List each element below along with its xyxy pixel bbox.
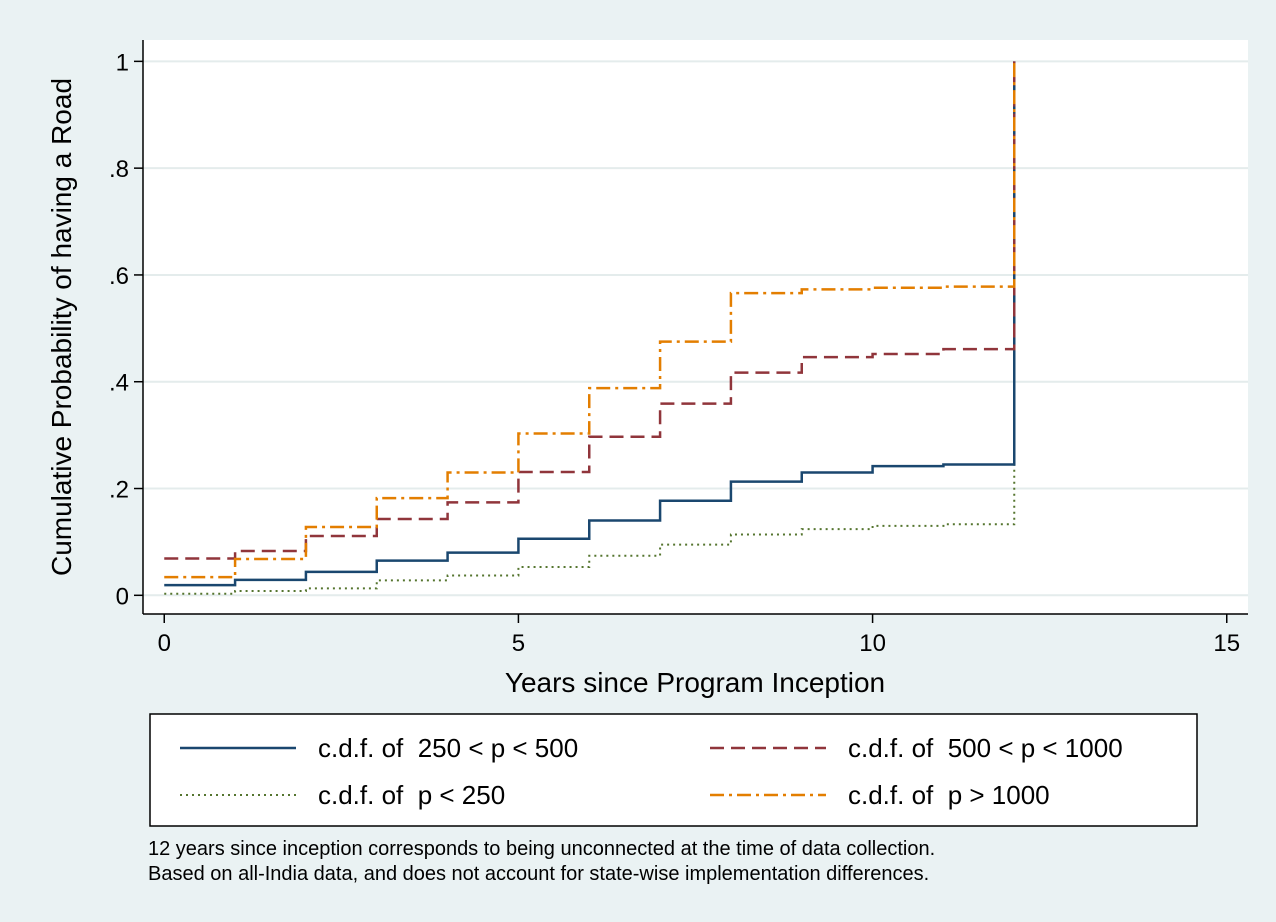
series-line [164,61,1016,595]
x-tick-label: 5 [512,630,525,657]
x-tick-label: 15 [1213,630,1240,657]
legend-box [149,713,1198,827]
legend-label-gt-1000: c.d.f. of p > 1000 [848,780,1050,810]
y-tick-label: .4 [109,370,129,397]
plot-area [143,40,1248,614]
series-line [164,61,1016,587]
y-tick-label: 0 [116,583,129,610]
note-line-2: Based on all-India data, and does not ac… [148,863,929,885]
y-axis-title: Cumulative Probability of having a Road [46,78,77,576]
note-line-1: 12 years since inception corresponds to … [148,838,935,860]
legend-label-lt-250: c.d.f. of p < 250 [318,780,505,810]
y-tick-label: .2 [109,477,129,504]
axes [142,40,1248,615]
legend-label-250-500: c.d.f. of 250 < p < 500 [318,733,578,763]
x-tick-label: 10 [859,630,886,657]
legend: c.d.f. of 250 < p < 500 c.d.f. of 500 < … [149,713,1198,827]
grid-lines [143,60,1248,597]
x-axis-title: Years since Program Inception [505,667,885,698]
series-line [164,61,1016,560]
legend-label-500-1000: c.d.f. of 500 < p < 1000 [848,733,1123,763]
x-tick-label: 0 [158,630,171,657]
series-lines [164,61,1016,595]
y-tick-label: .6 [109,263,129,290]
y-tick-label: 1 [116,49,129,76]
ticks: 0.2.4.6.810 5 10 15 [109,49,1240,657]
y-tick-label: .8 [109,156,129,183]
series-line [164,61,1016,579]
